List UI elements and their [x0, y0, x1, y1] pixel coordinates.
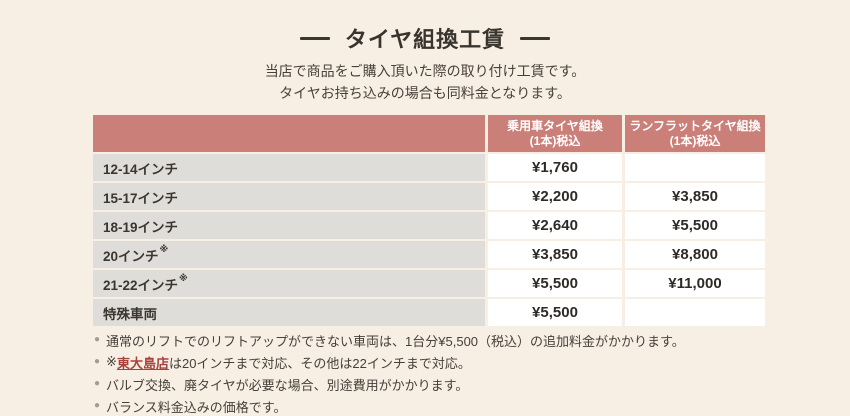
bullet-icon: ● [94, 400, 101, 411]
row-label: 15-17インチ [93, 183, 485, 210]
page-title: タイヤ組換工賃 [344, 27, 506, 52]
table-header-runflat-line1: ランフラットタイヤ組換 [629, 118, 761, 133]
table-header-runflat-line2: (1本)税込 [669, 133, 721, 148]
title-row: タイヤ組換工賃 [0, 22, 850, 54]
row-label-sup: ※ [179, 273, 188, 283]
table-header-passenger-line2: (1本)税込 [529, 133, 581, 148]
subtitle-line-2: タイヤお持ち込みの場合も同料金となります。 [279, 85, 571, 101]
footnote-balance-included: ● バランス料金込みの価格です。 [94, 395, 685, 416]
price-cell-passenger: ¥2,200 [488, 183, 622, 210]
price-cell-runflat: ¥3,850 [625, 183, 765, 210]
subtitle: 当店で商品をご購入頂いた際の取り付け工賃です。 タイヤお持ち込みの場合も同料金と… [0, 60, 850, 104]
row-label-text: 特殊車両 [103, 306, 157, 322]
title-dash-left [299, 36, 330, 40]
price-cell-passenger: ¥3,850 [488, 241, 622, 268]
price-cell-runflat: ¥11,000 [625, 270, 765, 297]
footnote-valve-disposal: ● バルブ交換、廃タイヤが必要な場合、別途費用がかかります。 [94, 373, 685, 395]
row-label-sup: ※ [159, 244, 169, 254]
bullet-icon: ● [94, 356, 101, 367]
footnote-lift-surcharge: ● 通常のリフトでのリフトアップができない車両は、1台分¥5,500（税込）の追… [94, 329, 685, 351]
row-label-text: 21-22インチ [103, 277, 179, 293]
row-label-text: 20インチ [103, 248, 159, 264]
table-header-empty [93, 115, 485, 152]
table-header-passenger-line1: 乗用車タイヤ組換 [507, 118, 603, 133]
footnote-store-support: ● ※ 東大島店 は20インチまで対応、その他は22インチまで対応。 [94, 351, 685, 373]
price-cell-passenger: ¥5,500 [488, 299, 622, 326]
price-cell-passenger: ¥2,640 [488, 212, 622, 239]
footnote-text: 通常のリフトでのリフトアップができない車両は、1台分¥5,500（税込）の追加料… [106, 333, 685, 349]
footnotes: ● 通常のリフトでのリフトアップができない車両は、1台分¥5,500（税込）の追… [94, 329, 685, 416]
price-cell-runflat: ¥5,500 [625, 212, 765, 239]
footnote-text: バルブ交換、廃タイヤが必要な場合、別途費用がかかります。 [106, 377, 469, 393]
bullet-icon: ● [94, 334, 101, 345]
title-dash-right [520, 36, 551, 40]
row-label: 12-14インチ [93, 154, 485, 181]
footnote-text: バランス料金込みの価格です。 [106, 399, 287, 415]
higashiojima-store-link[interactable]: 東大島店 [116, 355, 169, 371]
row-label-text: 12-14インチ [103, 161, 179, 177]
row-label-text: 15-17インチ [103, 190, 179, 206]
table-header-runflat: ランフラットタイヤ組換 (1本)税込 [625, 115, 765, 152]
price-cell-runflat [625, 154, 765, 181]
row-label: 21-22インチ ※ [93, 270, 485, 297]
price-cell-runflat: ¥8,800 [625, 241, 765, 268]
row-label-text: 18-19インチ [103, 219, 179, 235]
table-header-passenger: 乗用車タイヤ組換 (1本)税込 [488, 115, 622, 152]
price-cell-runflat [625, 299, 765, 326]
price-table: 乗用車タイヤ組換 (1本)税込 ランフラットタイヤ組換 (1本)税込 12-14… [93, 115, 765, 326]
row-label: 特殊車両 [93, 299, 485, 326]
row-label: 18-19インチ [93, 212, 485, 239]
price-cell-passenger: ¥5,500 [488, 270, 622, 297]
price-cell-passenger: ¥1,760 [488, 154, 622, 181]
bullet-icon: ● [94, 378, 101, 389]
footnote-asterisk: ※ [106, 354, 117, 369]
subtitle-line-1: 当店で商品をご購入頂いた際の取り付け工賃です。 [264, 63, 586, 79]
footnote-text: は20インチまで対応、その他は22インチまで対応。 [168, 355, 471, 371]
row-label: 20インチ ※ [93, 241, 485, 268]
